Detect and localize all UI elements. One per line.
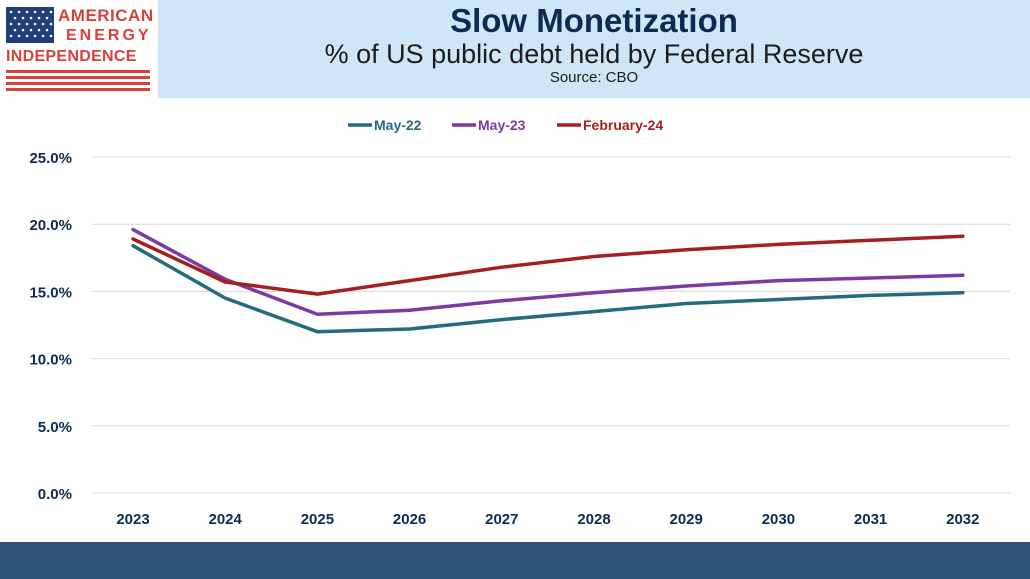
logo-text-american: AMERICAN [58,6,154,25]
line-chart: 0.0% 5.0% 10.0% 15.0% 20.0% 25.0% 2023 2024 2025… [29,117,1010,528]
y-tick-label: 5.0% [38,419,72,436]
logo-text-independence: INDEPENDENCE [6,48,137,65]
page-subtitle: % of US public debt held by Federal Rese… [324,39,864,69]
american-energy-independence-logo: AMERICAN ENERGY INDEPENDENCE [0,0,158,98]
logo-stripes [6,70,150,94]
source-note: Source: CBO [549,69,639,86]
legend-label: May-22 [374,117,422,133]
logo-text-energy: ENERGY [66,27,152,44]
y-tick-label: 0.0% [38,486,72,503]
footer-bar [0,542,1030,579]
x-tick-label: 2024 [209,511,243,528]
x-tick-label: 2027 [485,511,518,528]
series-line-may-22 [131,243,965,334]
header-banner [0,0,1030,98]
x-tick-label: 2029 [670,511,703,528]
x-tick-label: 2025 [301,511,334,528]
y-tick-label: 10.0% [29,352,72,369]
y-tick-label: 20.0% [29,217,72,234]
y-tick-label: 25.0% [29,150,72,167]
series-line-may-23 [131,227,965,316]
x-tick-label: 2026 [393,511,426,528]
page-title: Slow Monetization [450,2,738,39]
x-tick-label: 2028 [577,511,610,528]
x-tick-label: 2023 [116,511,149,528]
legend-label: May-23 [478,117,526,133]
us-flag-icon [6,7,54,43]
x-tick-label: 2032 [946,511,979,528]
y-tick-label: 15.0% [29,284,72,301]
x-tick-label: 2031 [854,511,887,528]
x-tick-label: 2030 [762,511,795,528]
legend-label: February-24 [583,117,663,133]
series-line-february-24 [131,234,965,296]
